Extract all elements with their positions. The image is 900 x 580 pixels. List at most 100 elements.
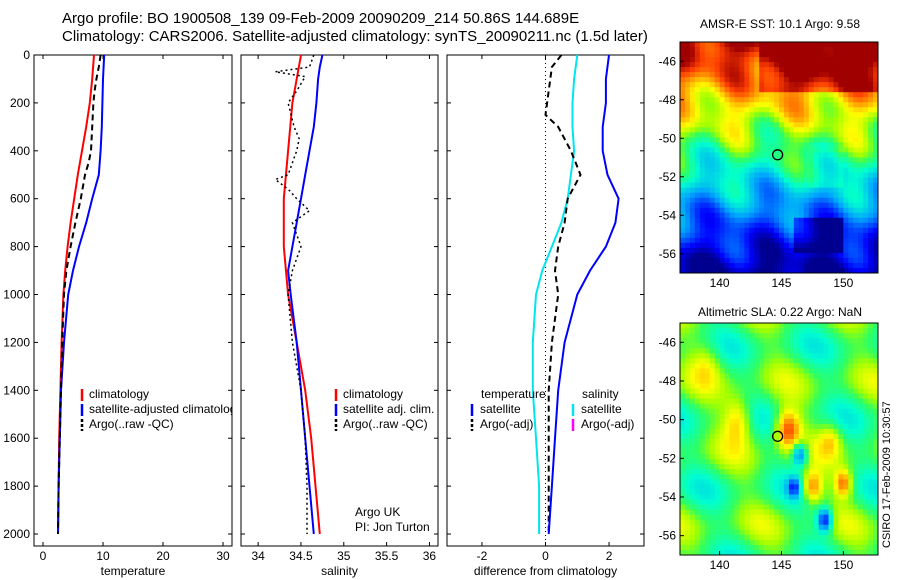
map-cell xyxy=(843,247,849,254)
map-cell xyxy=(803,529,810,536)
map-cell xyxy=(689,469,696,475)
map-cell xyxy=(798,444,805,450)
map-cell xyxy=(828,217,834,224)
map-cell xyxy=(779,122,785,128)
map-cell xyxy=(833,122,839,128)
map-cell xyxy=(714,72,720,78)
map-cell xyxy=(788,403,795,410)
map-cell xyxy=(843,167,849,173)
map-cell xyxy=(793,227,800,234)
map-cell xyxy=(873,257,879,264)
map-cell xyxy=(714,328,720,334)
map-cell xyxy=(739,72,745,78)
map-cell xyxy=(724,484,730,490)
map-cell xyxy=(729,449,735,455)
map-cell xyxy=(873,207,879,214)
map-cell xyxy=(759,177,765,184)
map-cell xyxy=(848,107,854,113)
map-cell xyxy=(719,237,725,244)
map-cell xyxy=(823,57,829,63)
map-cell xyxy=(858,459,864,465)
map-cell xyxy=(843,172,849,178)
map-cell xyxy=(699,222,706,229)
map-cell xyxy=(739,524,745,531)
map-cell xyxy=(684,162,691,168)
map-cell xyxy=(754,444,760,450)
map-cell xyxy=(754,72,760,78)
map-cell xyxy=(699,323,706,329)
map-cell xyxy=(744,82,750,88)
map-cell xyxy=(694,343,701,349)
map-cell xyxy=(853,257,859,264)
map-cell xyxy=(868,42,874,48)
map-cell xyxy=(813,152,819,158)
map-cell xyxy=(788,534,795,541)
y-tick-label: 1800 xyxy=(3,479,30,493)
map-cell xyxy=(680,217,686,224)
map-cell xyxy=(779,62,785,68)
map-cell xyxy=(744,72,750,78)
map-cell xyxy=(828,484,834,490)
map-cell xyxy=(704,167,711,173)
map-cell xyxy=(680,459,686,465)
map-cell xyxy=(779,127,785,133)
map-cell xyxy=(689,519,696,526)
map-cell xyxy=(719,459,725,465)
map-cell xyxy=(714,509,720,516)
map-cell xyxy=(734,454,740,460)
map-cell xyxy=(788,433,795,440)
map-cell xyxy=(818,388,824,395)
map-cell xyxy=(783,107,790,113)
map-cell xyxy=(764,82,770,88)
map-cell xyxy=(793,162,800,168)
map-cell xyxy=(680,192,686,199)
map-cell xyxy=(774,333,780,339)
map-cell xyxy=(873,137,879,143)
map-cell xyxy=(774,529,780,536)
map-cell xyxy=(754,62,760,68)
map-cell xyxy=(764,398,770,405)
map-cell xyxy=(828,267,834,274)
map-cell xyxy=(704,323,711,329)
map-cell xyxy=(848,333,854,339)
map-cell xyxy=(848,549,854,556)
map-cell xyxy=(689,494,696,500)
map-cell xyxy=(744,388,750,395)
map-cell xyxy=(694,378,701,384)
map-cell xyxy=(680,383,686,389)
map-cell xyxy=(803,257,810,264)
map-cell xyxy=(769,162,775,168)
map-cell xyxy=(729,403,735,410)
map-cell xyxy=(684,202,691,209)
map-cell xyxy=(783,227,790,234)
map-cell xyxy=(828,232,834,239)
map-cell xyxy=(779,333,785,339)
map-cell xyxy=(714,92,720,98)
map-cell xyxy=(798,499,805,505)
map-cell xyxy=(838,524,844,531)
map-cell xyxy=(699,107,706,113)
map-cell xyxy=(798,107,805,113)
map-cell xyxy=(813,544,819,551)
map-cell xyxy=(803,403,810,410)
map-cell xyxy=(808,524,815,531)
map-cell xyxy=(848,147,854,153)
map-cell xyxy=(868,519,874,526)
map-cell xyxy=(684,449,691,455)
map-cell xyxy=(759,423,765,430)
map-cell xyxy=(774,167,780,173)
map-cell xyxy=(798,42,805,48)
map-cell xyxy=(838,217,844,224)
map-cell xyxy=(684,127,691,133)
map-cell xyxy=(754,408,760,415)
map-cell xyxy=(699,358,706,364)
map-cell xyxy=(823,433,829,440)
map-cell xyxy=(714,373,720,379)
map-cell xyxy=(759,67,765,73)
map-cell xyxy=(833,142,839,148)
legend-title: temperature xyxy=(481,387,546,401)
map-cell xyxy=(689,544,696,551)
map-cell xyxy=(853,423,859,430)
map-cell xyxy=(779,403,785,410)
map-cell xyxy=(724,423,730,430)
